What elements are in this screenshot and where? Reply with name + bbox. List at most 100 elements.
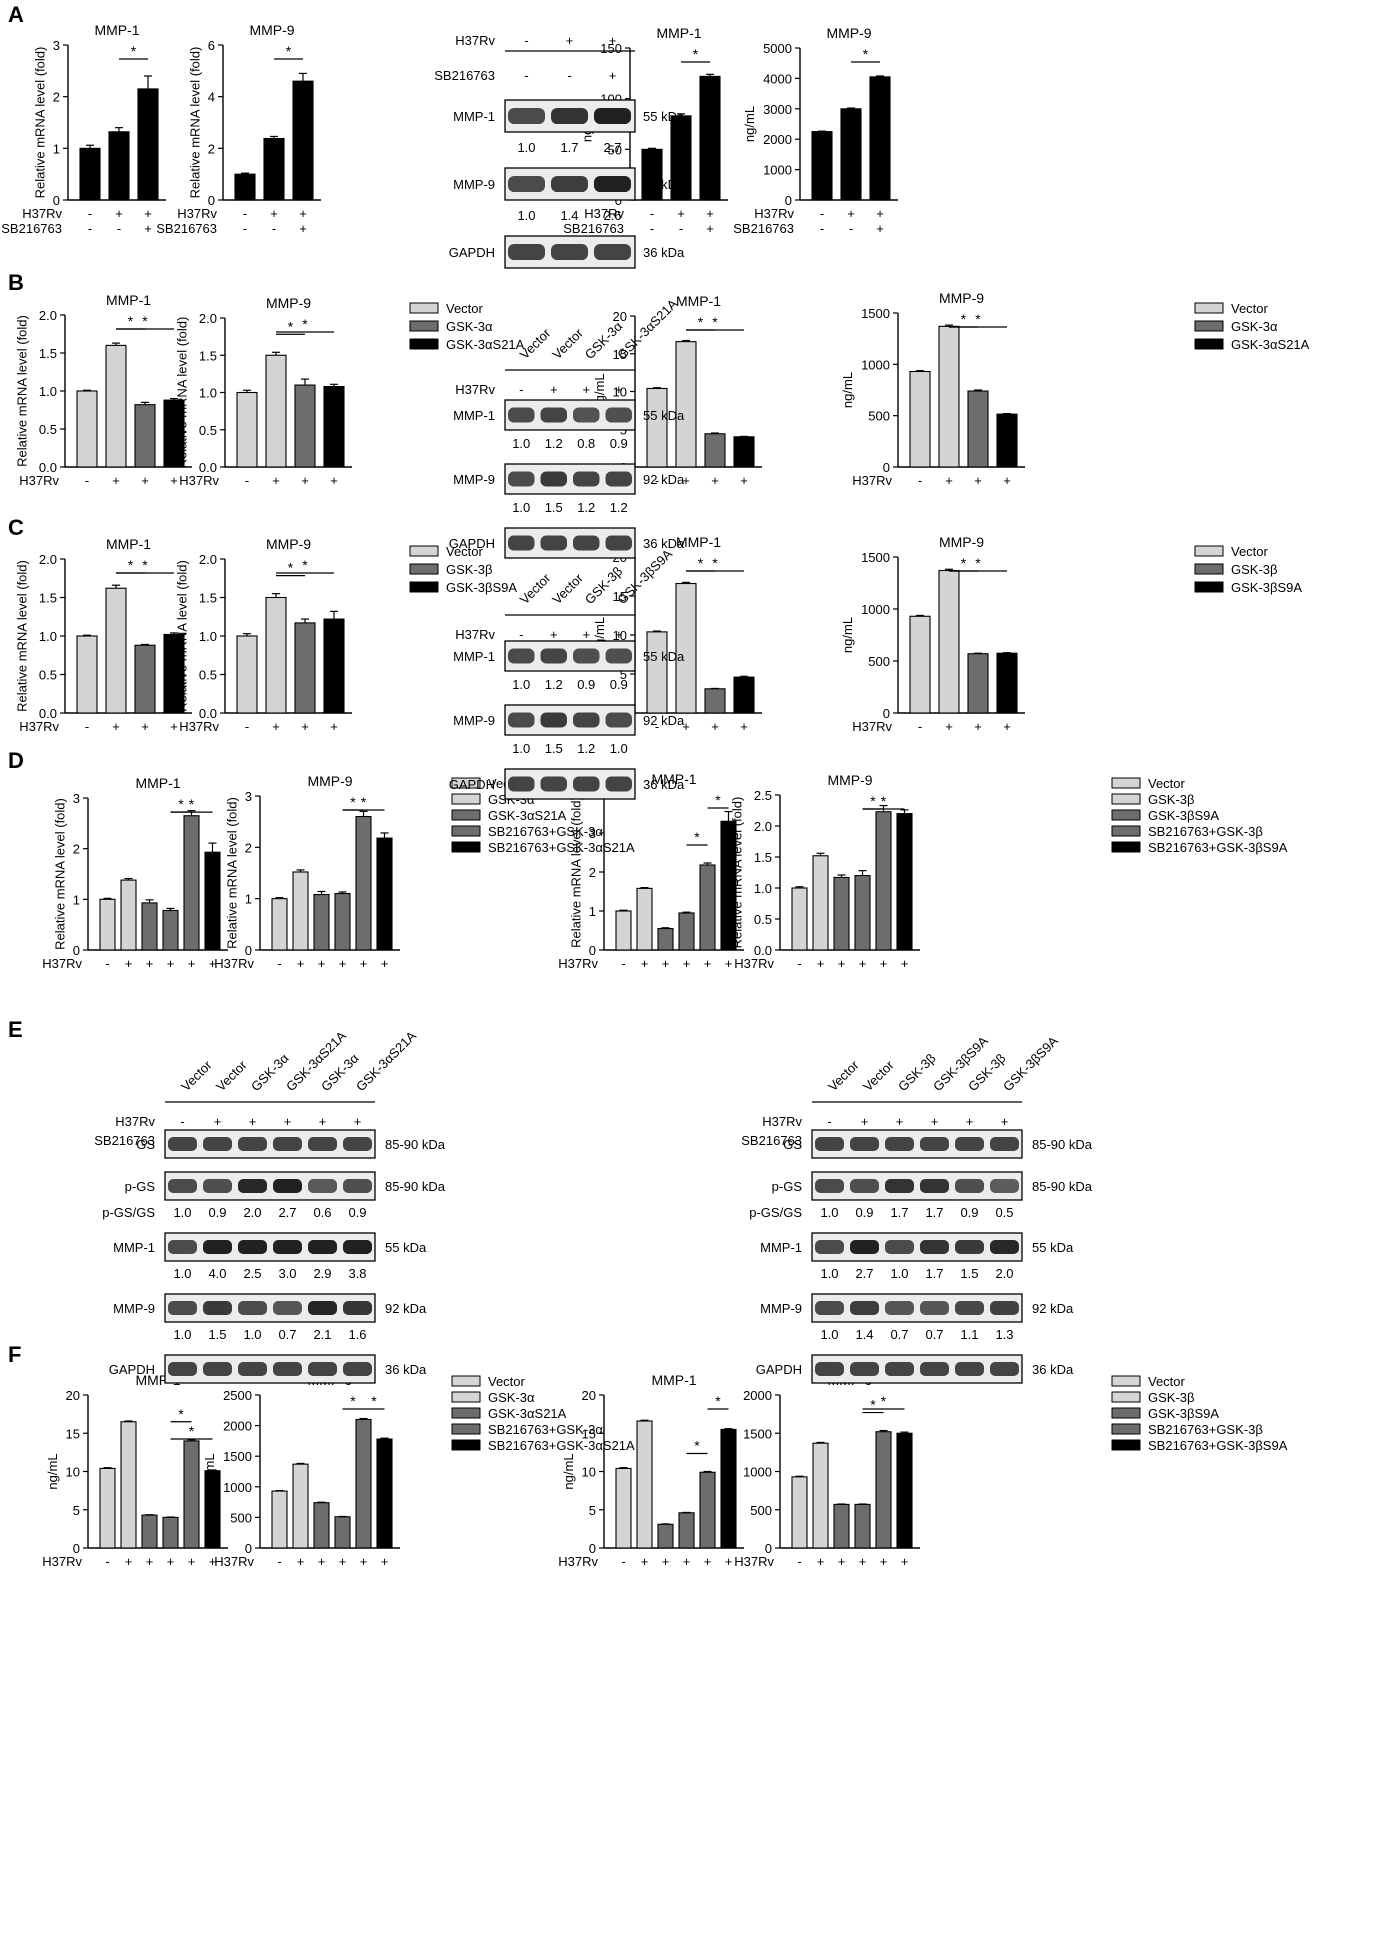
chart-d2-treat-sign: + (318, 956, 326, 971)
blot-e2-band (850, 1137, 879, 1151)
blot-e2-treat-sign: + (896, 1114, 904, 1129)
chart-c1-treat-sign: + (112, 719, 120, 734)
blot-e1-quant-value: 2.7 (278, 1205, 296, 1220)
chart-f4-ytick-label: 1000 (743, 1465, 772, 1480)
blot-c-col-label: Vector (549, 570, 586, 607)
blot-e2-treat-sign: + (931, 1114, 939, 1129)
chart-d3-title: MMP-1 (651, 771, 696, 787)
blot-e2-band-shape (850, 1179, 879, 1193)
blot-e2-band (920, 1137, 949, 1151)
chart-a2-ytick-label: 0 (208, 193, 215, 208)
blot-e1-col-label: Vector (178, 1057, 215, 1094)
chart-d1-title: MMP-1 (135, 775, 180, 791)
chart-f3-ytick-label: 15 (582, 1426, 596, 1441)
blot-c-quant-value: 0.9 (610, 677, 628, 692)
blot-e2-kda-label: 92 kDa (1032, 1301, 1074, 1316)
chart-d4-ylabel: Relative mRNA level (fold) (730, 797, 745, 949)
chart-a1-treat-sign: + (144, 221, 152, 236)
blot-e2-band (885, 1301, 914, 1315)
blot-b-band (540, 407, 567, 423)
chart-b3-bar (646, 387, 668, 468)
chart-a2-ytick-label: 6 (208, 38, 215, 53)
blot-e2-treat-sign: + (1001, 1114, 1009, 1129)
chart-c1-treat-sign: + (170, 719, 178, 734)
blot-e2-band (990, 1240, 1019, 1254)
chart-b2-bar (294, 384, 316, 468)
chart-f4-sig-star: * (870, 1397, 876, 1413)
chart-c3-bar (646, 631, 668, 714)
chart-a3-treat-label: SB216763 (563, 221, 624, 236)
legend-item-label: GSK-3βS9A (1148, 808, 1219, 823)
chart-b4-treat-sign: - (918, 473, 922, 488)
blot-e1-band (203, 1301, 232, 1315)
chart-f4-treat-sign: + (817, 1554, 825, 1569)
chart-c3-title: MMP-1 (676, 534, 721, 550)
legend-item-label: SB216763+GSK-3αS21A (488, 1438, 635, 1453)
blot-a-kda-label: 36 kDa (643, 245, 685, 260)
blot-c-quant-value: 1.2 (545, 677, 563, 692)
blot-e1-kda-label: 55 kDa (385, 1240, 427, 1255)
blot-b-band-shape (540, 407, 567, 423)
blot-b-col-label: Vector (549, 325, 586, 362)
legend-swatch (409, 338, 439, 350)
blot-b-row-label: MMP-9 (453, 472, 495, 487)
chart-d2-bar (355, 815, 372, 951)
blot-e1-band (273, 1137, 302, 1151)
chart-d1-treat-sign: + (188, 956, 196, 971)
chart-a3-bar (641, 148, 663, 201)
chart-f3-treat-label: H37Rv (558, 1554, 598, 1569)
chart-c1-ytick-label: 0.0 (39, 706, 57, 721)
blot-e1-kda-label: 92 kDa (385, 1301, 427, 1316)
legend-swatch (1111, 1375, 1141, 1387)
blot-e2-band-shape (955, 1362, 984, 1376)
chart-a3-title: MMP-1 (656, 25, 701, 41)
chart-a1-sig-star: * (131, 43, 137, 59)
blot-e2-row-label: p-GS (772, 1179, 803, 1194)
blot-e1-treat-sign: + (284, 1114, 292, 1129)
blot-e1-band (168, 1362, 197, 1376)
blot-e1-quant-value: 1.0 (243, 1327, 261, 1342)
chart-f4-treat-sign: - (797, 1554, 801, 1569)
blot-e2-band-shape (815, 1179, 844, 1193)
blot-e1-quant-value: 1.0 (173, 1205, 191, 1220)
chart-d1-treat-sign: + (125, 956, 133, 971)
chart-f1-bar (162, 1516, 179, 1549)
chart-b2-ytick-label: 0.0 (199, 460, 217, 475)
chart-d4-treat-label: H37Rv (734, 956, 774, 971)
chart-a1-treat-label: H37Rv (22, 206, 62, 221)
chart-a2-treat-sign: + (299, 206, 307, 221)
chart-a2-treat-sign: - (243, 206, 247, 221)
legend-item-label: Vector (1231, 544, 1269, 559)
chart-a1-title: MMP-1 (94, 22, 139, 38)
chart-f3-treat-sign: - (621, 1554, 625, 1569)
blot-e2-quant-value: 1.5 (960, 1266, 978, 1281)
blot-a-band-shape (508, 108, 545, 124)
blot-b-band-shape (508, 471, 535, 487)
blot-c-band (573, 712, 600, 728)
chart-b2-ytick-label: 1.0 (199, 386, 217, 401)
legend-swatch (451, 1407, 481, 1419)
chart-f4-treat-sign: + (838, 1554, 846, 1569)
blot-c-band (508, 648, 535, 664)
legend-swatch (451, 1375, 481, 1387)
legend-item-label: SB216763+GSK-3β (1148, 824, 1263, 839)
chart-d2-treat-sign: + (297, 956, 305, 971)
panel-label-A: A (8, 2, 24, 27)
chart-c4-treat-sign: - (918, 719, 922, 734)
blot-b-band-shape (605, 535, 632, 551)
chart-d3-sig-star: * (694, 829, 700, 845)
chart-f3-sig-star: * (715, 1393, 721, 1409)
blot-e2-row-label: MMP-1 (760, 1240, 802, 1255)
blot-e2-kda-label: 85-90 kDa (1032, 1179, 1093, 1194)
chart-a3-treat-sign: - (650, 206, 654, 221)
chart-d1-bar (183, 815, 200, 951)
legend-item-label: GSK-3αS21A (488, 1406, 567, 1421)
blot-e1-quant-value: 2.1 (313, 1327, 331, 1342)
chart-f4-bar (791, 1476, 808, 1549)
legend-item-label: GSK-3α (446, 319, 493, 334)
blot-b-band (605, 535, 632, 551)
legend-swatch (451, 793, 481, 805)
legend-swatch (1194, 581, 1224, 593)
chart-f2-treat-sign: + (381, 1554, 389, 1569)
